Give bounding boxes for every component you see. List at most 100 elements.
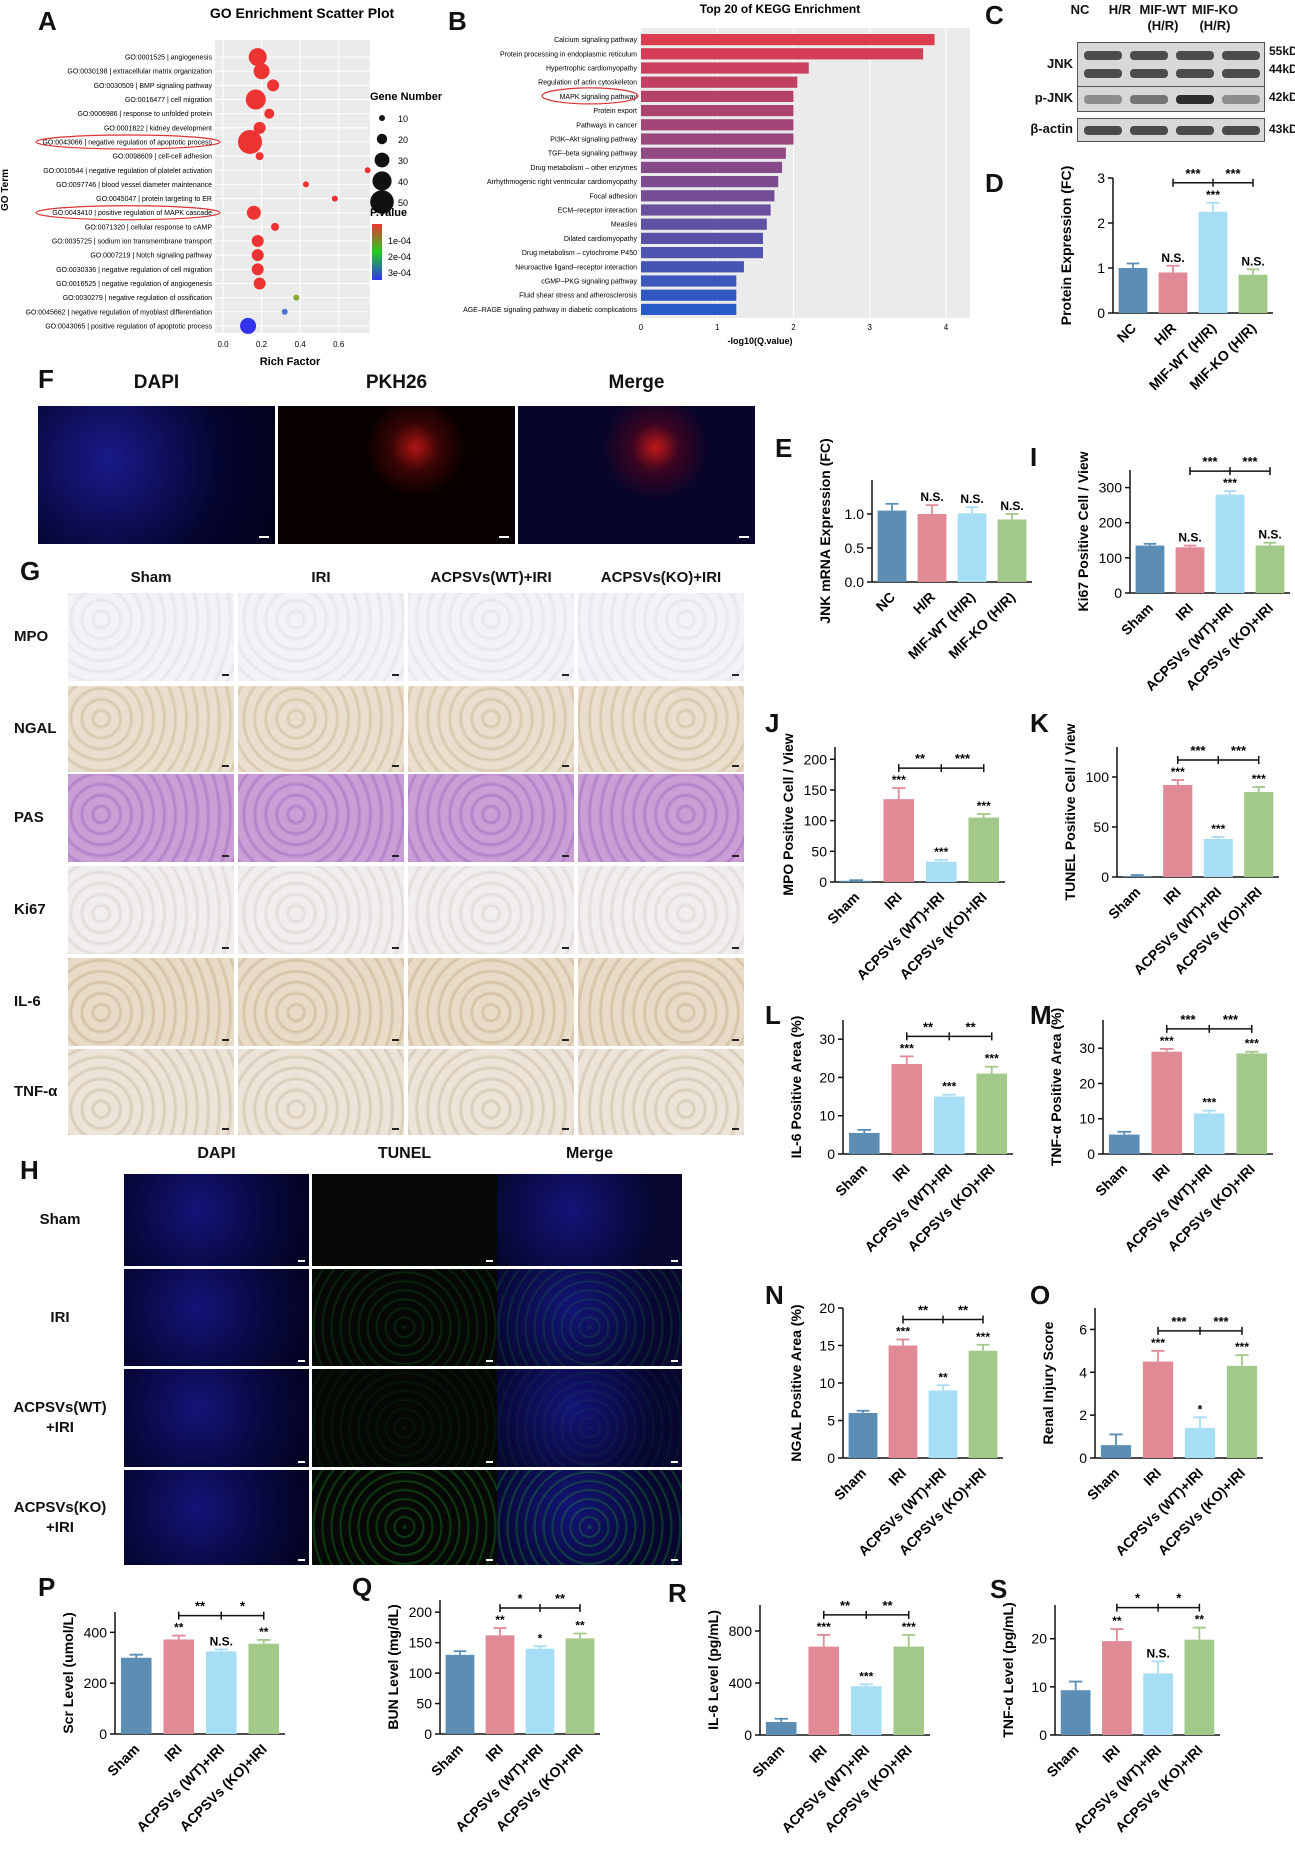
significance-label: *** — [896, 1325, 910, 1339]
category-label: IRI — [161, 1741, 185, 1765]
bar — [877, 510, 907, 582]
kegg-xlabel: -log10(Q.value) — [727, 336, 792, 346]
kegg-term-label: Drug metabolism – cytochrome P450 — [522, 250, 637, 257]
category-label: NC — [872, 589, 898, 615]
y-tick-label: 50 — [1093, 819, 1109, 835]
go-term-label: GO:0030509 | BMP signaling pathway — [94, 83, 213, 90]
ihc-image — [68, 593, 234, 681]
go-point — [255, 152, 264, 161]
kegg-term-label: Calcium signaling pathway — [554, 37, 637, 44]
panel-label-p: P — [38, 1572, 56, 1602]
panel-label-m: M — [1030, 1000, 1052, 1030]
panel-label-n: N — [765, 1280, 784, 1310]
y-tick-label: 150 — [409, 1635, 433, 1651]
ihc-image — [408, 1049, 574, 1135]
significance-label: ** — [575, 1619, 585, 1633]
ihc-image — [408, 774, 574, 862]
tunel-staining-grid: DAPI TUNEL Merge Sham IRI ACPSVs(WT) +IRI ACPS… — [0, 1140, 700, 1565]
panel-label-a: A — [38, 6, 57, 36]
bar — [1255, 545, 1285, 593]
kegg-term-label: TGF–beta signaling pathway — [548, 151, 638, 158]
kegg-bar — [641, 34, 935, 46]
bar — [1184, 1428, 1216, 1458]
legend-size-dot — [370, 190, 394, 214]
kegg-bar — [641, 275, 737, 287]
scale-bar — [298, 1559, 305, 1561]
go-term-label: GO:0097746 | blood vessel diameter maint… — [56, 182, 212, 189]
significance-label: ** — [259, 1625, 269, 1639]
bar — [1215, 494, 1245, 593]
bar — [1060, 1690, 1091, 1735]
bar — [917, 514, 947, 582]
blot-row-label: p-JNK — [1034, 90, 1073, 105]
go-point — [251, 263, 264, 276]
category-label: Sham — [831, 1465, 869, 1503]
panel-label-q: Q — [352, 1572, 373, 1602]
ihc-image — [68, 686, 234, 772]
legend-size-dot — [376, 133, 388, 145]
y-axis-label: MPO Positive Cell / View — [780, 733, 796, 895]
bar — [163, 1639, 195, 1734]
bar — [1135, 545, 1165, 593]
ihc-column-header: ACPSVs(WT)+IRI — [430, 569, 552, 586]
significance-label: *** — [1252, 772, 1266, 786]
blot-band — [1222, 69, 1260, 78]
blot-band — [1176, 95, 1214, 104]
go-scatter-plot: GO Enrichment Scatter Plot 0.0 0.2 0.4 0.6 GO… — [0, 5, 443, 368]
legend-size-title: Gene Number — [370, 91, 443, 103]
bar — [893, 1646, 925, 1735]
category-label: IRI — [1172, 600, 1196, 624]
bar — [928, 1390, 958, 1458]
kegg-term-label: ECM–receptor interaction — [558, 208, 637, 215]
scale-bar — [732, 1039, 739, 1041]
ihc-image — [408, 593, 574, 681]
highlight-ellipse — [35, 205, 221, 221]
go-point — [271, 222, 280, 231]
category-label: Sham — [428, 1741, 466, 1779]
tunel-image — [312, 1174, 497, 1266]
significance-label: *** — [1202, 1096, 1216, 1110]
y-tick-label: 0 — [99, 1726, 107, 1742]
significance-label: *** — [817, 1620, 831, 1634]
y-tick-label: 2 — [1097, 215, 1105, 231]
panel-label-o: O — [1030, 1280, 1051, 1310]
category-label: IRI — [1140, 1465, 1164, 1489]
blot-band — [1084, 51, 1122, 60]
ihc-image — [408, 686, 574, 772]
scale-bar — [392, 855, 399, 857]
bracket-label: *** — [1202, 454, 1218, 469]
scale-bar — [298, 1360, 305, 1362]
go-xtick: 0.4 — [295, 340, 307, 349]
category-label: IRI — [482, 1741, 506, 1765]
bar — [850, 1686, 882, 1735]
bracket-label: *** — [1185, 166, 1201, 181]
y-axis-label: TNF-α Positive Area (%) — [1048, 1008, 1064, 1166]
bar — [957, 513, 987, 582]
blot-band — [1222, 126, 1260, 135]
tunel-image — [124, 1269, 309, 1366]
kegg-term-label: Dilated cardiomyopathy — [564, 236, 638, 243]
blot-membrane — [1077, 42, 1265, 88]
go-term-label: GO:0043066 | negative regulation of apop… — [42, 139, 212, 146]
y-tick-label: 20 — [1079, 1075, 1095, 1091]
fluor-image-dapi — [38, 406, 275, 544]
significance-label: ** — [174, 1621, 184, 1635]
kegg-xtick: 1 — [715, 323, 720, 332]
go-point — [253, 63, 270, 80]
y-axis-label: NGAL Positive Area (%) — [788, 1304, 804, 1461]
kegg-term-label: PI3K–Akt signaling pathway — [550, 137, 637, 144]
go-term-label: GO:0001822 | kidney development — [104, 125, 212, 132]
kegg-term-label: Hypertrophic cardiomyopathy — [546, 66, 638, 73]
go-point — [281, 308, 288, 315]
y-tick-label: 100 — [409, 1665, 433, 1681]
category-label: Sham — [1105, 884, 1143, 922]
kegg-bar — [641, 133, 794, 145]
bracket-label: *** — [1242, 454, 1258, 469]
bar — [840, 880, 872, 882]
scale-bar — [671, 1260, 678, 1262]
bracket-label: * — [240, 1599, 246, 1614]
ihc-row-label: TNF-α — [14, 1083, 58, 1100]
y-tick-label: 0 — [1097, 305, 1105, 321]
significance-label: *** — [1211, 822, 1225, 836]
